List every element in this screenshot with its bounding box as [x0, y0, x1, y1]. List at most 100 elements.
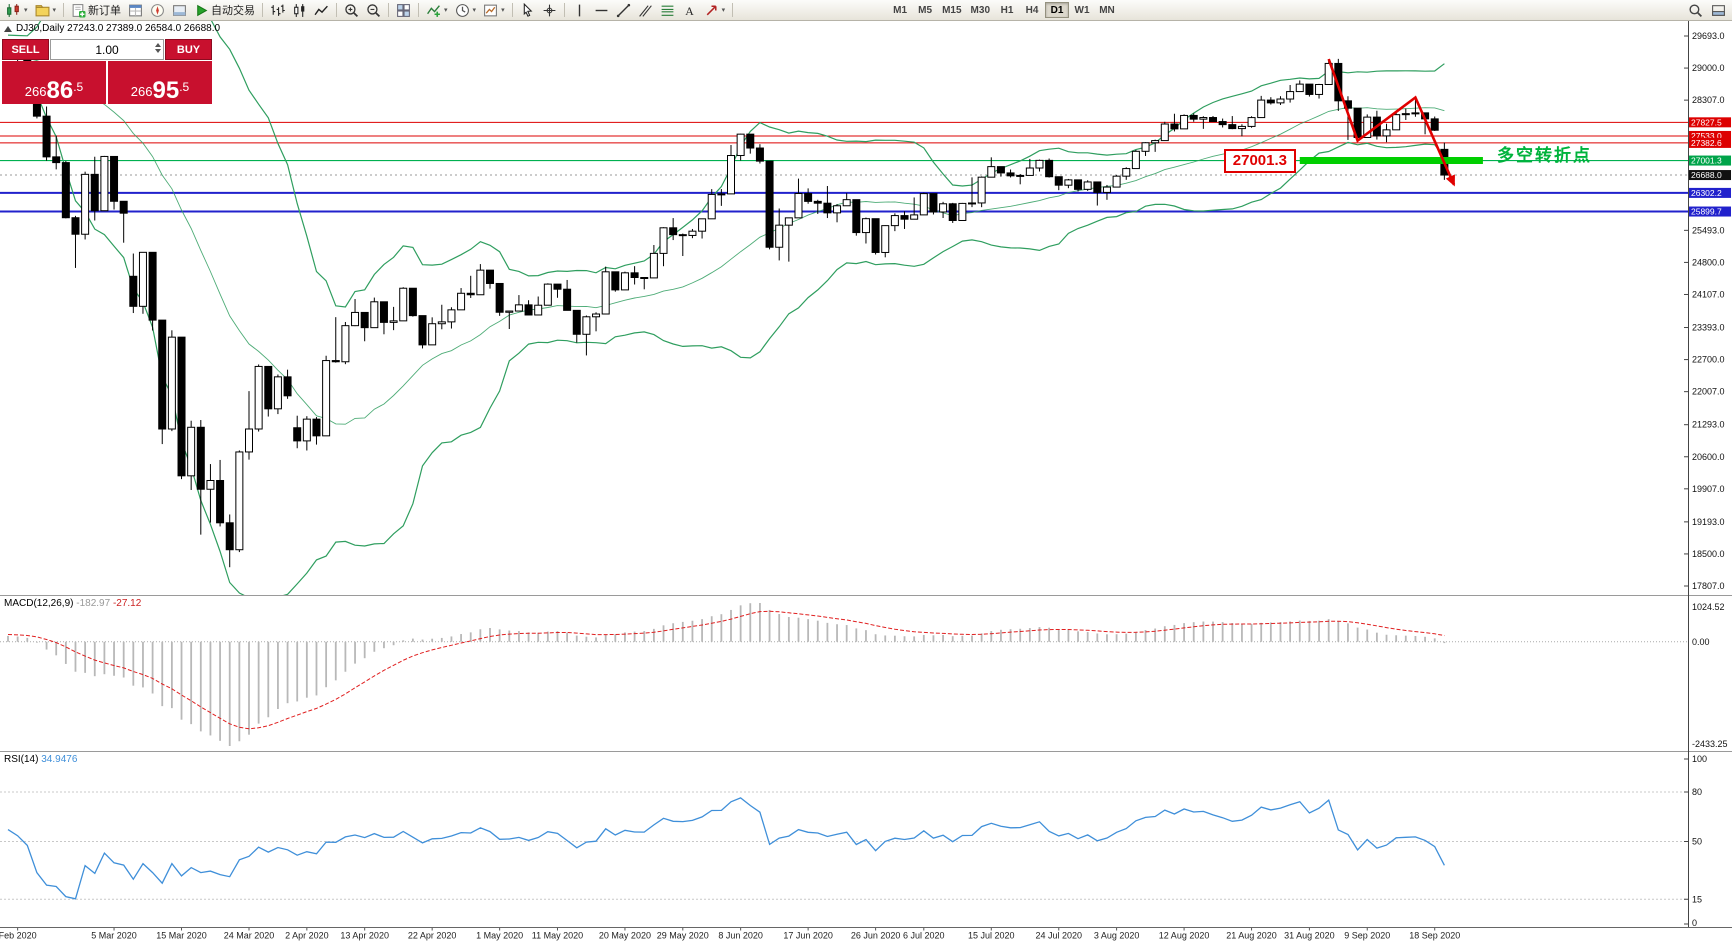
price-line-label: [1689, 187, 1731, 198]
svg-text:27827.5: 27827.5: [1691, 117, 1722, 127]
svg-text:26 Jun 2020: 26 Jun 2020: [851, 931, 901, 941]
price-levels-layer: [0, 121, 1688, 213]
svg-text:24800.0: 24800.0: [1692, 257, 1725, 267]
timeframe-h1-button[interactable]: H1: [995, 2, 1019, 18]
chart-canvas[interactable]: 29693.0 29000.0 28307.0 25493.0 24800.0 24107…: [0, 21, 1732, 941]
svg-text:21 Aug 2020: 21 Aug 2020: [1226, 931, 1277, 941]
timeframe-m5-button[interactable]: M5: [913, 2, 937, 18]
one-click-collapse-icon[interactable]: [4, 25, 12, 32]
market-watch-button[interactable]: [125, 2, 146, 19]
cursor-button[interactable]: [517, 2, 538, 19]
bollinger-bands: [7, 21, 1445, 595]
price-big: 86: [46, 76, 74, 104]
trend-zigzag-arrow[interactable]: [1327, 58, 1456, 187]
macd-label: MACD(12,26,9) -182.97 -27.12: [4, 598, 141, 609]
rsi-value: 34.9476: [41, 754, 78, 765]
arrows-icon: [704, 3, 719, 18]
candlestick-chart-button[interactable]: [289, 2, 310, 19]
price-callout[interactable]: 27001.3: [1223, 149, 1296, 173]
search-icon: [1688, 3, 1703, 18]
autotrading-button[interactable]: 自动交易: [191, 2, 258, 19]
tile-windows-button[interactable]: [393, 2, 414, 19]
svg-text:19193.0: 19193.0: [1692, 517, 1725, 527]
bars-chart-button[interactable]: [267, 2, 288, 19]
terminal-icon: [172, 3, 187, 18]
timeframe-w1-button[interactable]: W1: [1070, 2, 1094, 18]
timeframe-mn-button[interactable]: MN: [1095, 2, 1119, 18]
chevron-down-icon: ▾: [472, 7, 477, 14]
new-chart-button[interactable]: ▾: [3, 2, 31, 19]
svg-text:0: 0: [1692, 918, 1697, 928]
volume-field[interactable]: [50, 39, 164, 60]
volume-down-icon[interactable]: [155, 49, 161, 53]
macd-main-value: -182.97: [76, 598, 111, 609]
volume-spinner[interactable]: [155, 43, 161, 53]
navigator-button[interactable]: [147, 2, 168, 19]
svg-text:100: 100: [1692, 754, 1707, 764]
tile-windows-icon: [396, 3, 411, 18]
sell-button[interactable]: SELL: [2, 39, 49, 60]
horizontal-line-button[interactable]: [591, 2, 612, 19]
trendline-button[interactable]: [613, 2, 634, 19]
timeframe-m1-button[interactable]: M1: [888, 2, 912, 18]
new-order-button[interactable]: 新订单: [68, 2, 124, 19]
svg-text:9 Sep 2020: 9 Sep 2020: [1344, 931, 1390, 941]
annotations-layer[interactable]: [1299, 58, 1483, 187]
toolbox-toggle-button[interactable]: [1708, 2, 1729, 19]
svg-text:20600.0: 20600.0: [1692, 452, 1725, 462]
trendline-icon: [616, 3, 631, 18]
price-line-label: [1689, 117, 1731, 128]
terminal-button[interactable]: [169, 2, 190, 19]
sell-price-panel[interactable]: 266 86.5: [2, 61, 106, 104]
chevron-down-icon: ▾: [52, 7, 57, 14]
arrows-button[interactable]: ▾: [701, 2, 729, 19]
bars-chart-icon: [270, 3, 285, 18]
crosshair-button[interactable]: [539, 2, 560, 19]
line-chart-button[interactable]: [311, 2, 332, 19]
templates-button[interactable]: ▾: [480, 2, 508, 19]
indicators-icon: [426, 3, 441, 18]
svg-text:24107.0: 24107.0: [1692, 289, 1725, 299]
periods-button[interactable]: ▾: [452, 2, 480, 19]
svg-text:23393.0: 23393.0: [1692, 323, 1725, 333]
search-button[interactable]: [1685, 2, 1706, 19]
volume-input[interactable]: [60, 41, 154, 58]
date-axis: Feb 2020 5 Mar 2020 15 Mar 2020 24 Mar 2020…: [0, 927, 1460, 941]
svg-text:5 Mar 2020: 5 Mar 2020: [91, 931, 137, 941]
macd-name: MACD(12,26,9): [4, 598, 74, 609]
rsi-name: RSI(14): [4, 754, 39, 765]
timeframe-m30-button[interactable]: M30: [967, 2, 994, 18]
macd-pane: [0, 603, 1688, 746]
svg-text:27382.6: 27382.6: [1691, 138, 1722, 148]
profiles-button[interactable]: ▾: [32, 2, 60, 19]
fibonacci-button[interactable]: [657, 2, 678, 19]
svg-text:15: 15: [1692, 894, 1702, 904]
zoom-in-button[interactable]: [341, 2, 362, 19]
buy-button[interactable]: BUY: [165, 39, 212, 60]
zoom-out-icon: [366, 3, 381, 18]
svg-text:18 Sep 2020: 18 Sep 2020: [1409, 931, 1460, 941]
buy-price-panel[interactable]: 266 95.5: [108, 61, 212, 104]
indicators-button[interactable]: ▾: [423, 2, 451, 19]
toolbar-separator: [732, 3, 734, 17]
vertical-line-button[interactable]: [569, 2, 590, 19]
chevron-down-icon: ▾: [24, 7, 28, 14]
svg-text:25899.7: 25899.7: [1691, 207, 1722, 217]
timeframe-m15-button[interactable]: M15: [938, 2, 965, 18]
svg-text:6 Jul 2020: 6 Jul 2020: [903, 931, 945, 941]
annotation-note[interactable]: 多空转折点: [1497, 146, 1592, 165]
equidistant-channel-button[interactable]: [635, 2, 656, 19]
svg-text:27533.0: 27533.0: [1691, 131, 1722, 141]
timeframe-h4-button[interactable]: H4: [1020, 2, 1044, 18]
cursor-icon: [520, 2, 535, 18]
svg-text:27001.3: 27001.3: [1691, 156, 1722, 166]
macd-signal-value: -27.12: [112, 598, 142, 609]
svg-text:26302.2: 26302.2: [1691, 188, 1722, 198]
volume-up-icon[interactable]: [155, 43, 161, 47]
zoom-out-button[interactable]: [363, 2, 384, 19]
svg-text:1024.52: 1024.52: [1692, 602, 1725, 612]
timeframe-d1-button[interactable]: D1: [1045, 2, 1069, 18]
text-label-button[interactable]: A: [679, 2, 700, 19]
